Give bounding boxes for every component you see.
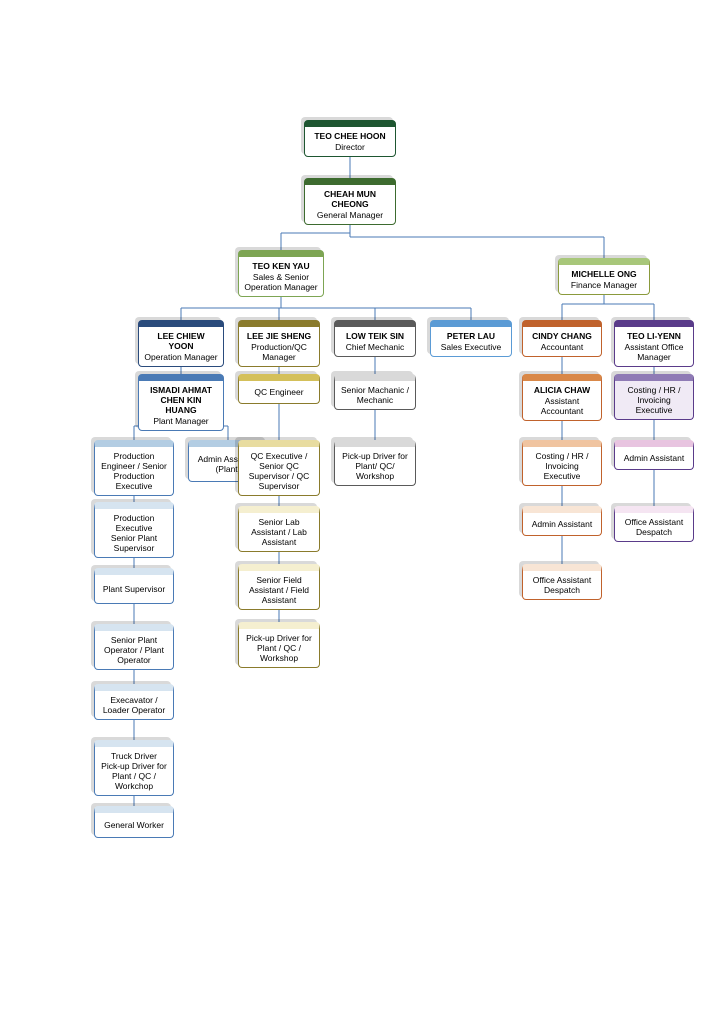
- node-title: Costing / HR / Invoicing Executive: [620, 385, 688, 415]
- node-title: Office Assistant Despatch: [620, 517, 688, 537]
- node-title: Production/QC Manager: [244, 342, 314, 362]
- node-title: Pick-up Driver for Plant / QC / Workshop: [244, 633, 314, 663]
- node-title: Pick-up Driver for Plant/ QC/ Workshop: [340, 451, 410, 481]
- node-title: Senior Lab Assistant / Lab Assistant: [244, 517, 314, 547]
- org-node-pickup_qc: Pick-up Driver for Plant / QC / Workshop: [238, 622, 320, 668]
- org-node-truck: Truck Driver Pick-up Driver for Plant / …: [94, 740, 174, 796]
- node-name: ISMADI AHMAT CHEN KIN HUANG: [144, 385, 218, 415]
- node-title: Production Engineer / Senior Production …: [100, 451, 168, 491]
- org-node-field_asst: Senior Field Assistant / Field Assistant: [238, 564, 320, 610]
- org-node-plant_op: Senior Plant Operator / Plant Operator: [94, 624, 174, 670]
- node-title: Senior Plant Operator / Plant Operator: [100, 635, 168, 665]
- node-name: TEO LI-YENN: [620, 331, 688, 341]
- org-node-qc_eng: QC Engineer: [238, 374, 320, 404]
- node-title: General Worker: [100, 820, 168, 830]
- org-node-plant_mgr: ISMADI AHMAT CHEN KIN HUANGPlant Manager: [138, 374, 224, 431]
- org-node-pickup_mech: Pick-up Driver for Plant/ QC/ Workshop: [334, 440, 416, 486]
- node-title: Truck Driver Pick-up Driver for Plant / …: [100, 751, 168, 791]
- org-node-cost_hr1: Costing / HR / Invoicing Executive: [522, 440, 602, 486]
- org-node-sales_op: TEO KEN YAUSales & Senior Operation Mana…: [238, 250, 324, 297]
- org-node-gen_worker: General Worker: [94, 806, 174, 838]
- org-node-admin1: Admin Assistant: [522, 506, 602, 536]
- node-title: Assistant Accountant: [528, 396, 596, 416]
- org-node-office1: Office Assistant Despatch: [522, 564, 602, 600]
- org-node-excavator: Execavator / Loader Operator: [94, 684, 174, 720]
- node-title: Assistant Office Manager: [620, 342, 688, 362]
- org-node-asst_acct: ALICIA CHAWAssistant Accountant: [522, 374, 602, 421]
- org-node-prod_exec: Production Executive Senior Plant Superv…: [94, 502, 174, 558]
- org-node-gm: CHEAH MUN CHEONGGeneral Manager: [304, 178, 396, 225]
- org-node-sr_mech: Senior Machanic / Mechanic: [334, 374, 416, 410]
- org-node-office_mgr: TEO LI-YENNAssistant Office Manager: [614, 320, 694, 367]
- node-name: TEO CHEE HOON: [310, 131, 390, 141]
- node-name: LEE JIE SHENG: [244, 331, 314, 341]
- node-name: LOW TEIK SIN: [340, 331, 410, 341]
- node-title: Accountant: [528, 342, 596, 352]
- node-title: Plant Manager: [144, 416, 218, 426]
- node-title: Admin Assistant: [528, 519, 596, 529]
- node-name: ALICIA CHAW: [528, 385, 596, 395]
- node-title: Director: [310, 142, 390, 152]
- node-title: Senior Machanic / Mechanic: [340, 385, 410, 405]
- node-title: Senior Field Assistant / Field Assistant: [244, 575, 314, 605]
- node-title: Execavator / Loader Operator: [100, 695, 168, 715]
- node-title: Office Assistant Despatch: [528, 575, 596, 595]
- org-node-cost_hr2: Costing / HR / Invoicing Executive: [614, 374, 694, 420]
- node-title: Chief Mechanic: [340, 342, 410, 352]
- node-title: Plant Supervisor: [100, 584, 168, 594]
- node-name: LEE CHIEW YOON: [144, 331, 218, 351]
- node-title: Costing / HR / Invoicing Executive: [528, 451, 596, 481]
- org-node-qc_exec: QC Executive / Senior QC Supervisor / QC…: [238, 440, 320, 496]
- node-title: Operation Manager: [144, 352, 218, 362]
- org-node-op_mgr: LEE CHIEW YOONOperation Manager: [138, 320, 224, 367]
- node-title: Finance Manager: [564, 280, 644, 290]
- node-title: Sales Executive: [436, 342, 506, 352]
- org-node-sales_exec: PETER LAUSales Executive: [430, 320, 512, 357]
- org-node-qc_mgr: LEE JIE SHENGProduction/QC Manager: [238, 320, 320, 367]
- node-title: Sales & Senior Operation Manager: [244, 272, 318, 292]
- org-node-finance: MICHELLE ONGFinance Manager: [558, 258, 650, 295]
- node-name: PETER LAU: [436, 331, 506, 341]
- org-node-lab_asst: Senior Lab Assistant / Lab Assistant: [238, 506, 320, 552]
- org-node-office2: Office Assistant Despatch: [614, 506, 694, 542]
- node-name: CINDY CHANG: [528, 331, 596, 341]
- node-name: CHEAH MUN CHEONG: [310, 189, 390, 209]
- node-title: Production Executive Senior Plant Superv…: [100, 513, 168, 553]
- org-node-accountant: CINDY CHANGAccountant: [522, 320, 602, 357]
- org-node-director: TEO CHEE HOONDirector: [304, 120, 396, 157]
- node-title: QC Engineer: [244, 387, 314, 397]
- org-node-plant_sup: Plant Supervisor: [94, 568, 174, 604]
- node-title: General Manager: [310, 210, 390, 220]
- org-node-admin2: Admin Assistant: [614, 440, 694, 470]
- node-title: Admin Assistant: [620, 453, 688, 463]
- node-name: MICHELLE ONG: [564, 269, 644, 279]
- org-node-prod_eng: Production Engineer / Senior Production …: [94, 440, 174, 496]
- node-name: TEO KEN YAU: [244, 261, 318, 271]
- node-title: QC Executive / Senior QC Supervisor / QC…: [244, 451, 314, 491]
- org-node-chief_mech: LOW TEIK SINChief Mechanic: [334, 320, 416, 357]
